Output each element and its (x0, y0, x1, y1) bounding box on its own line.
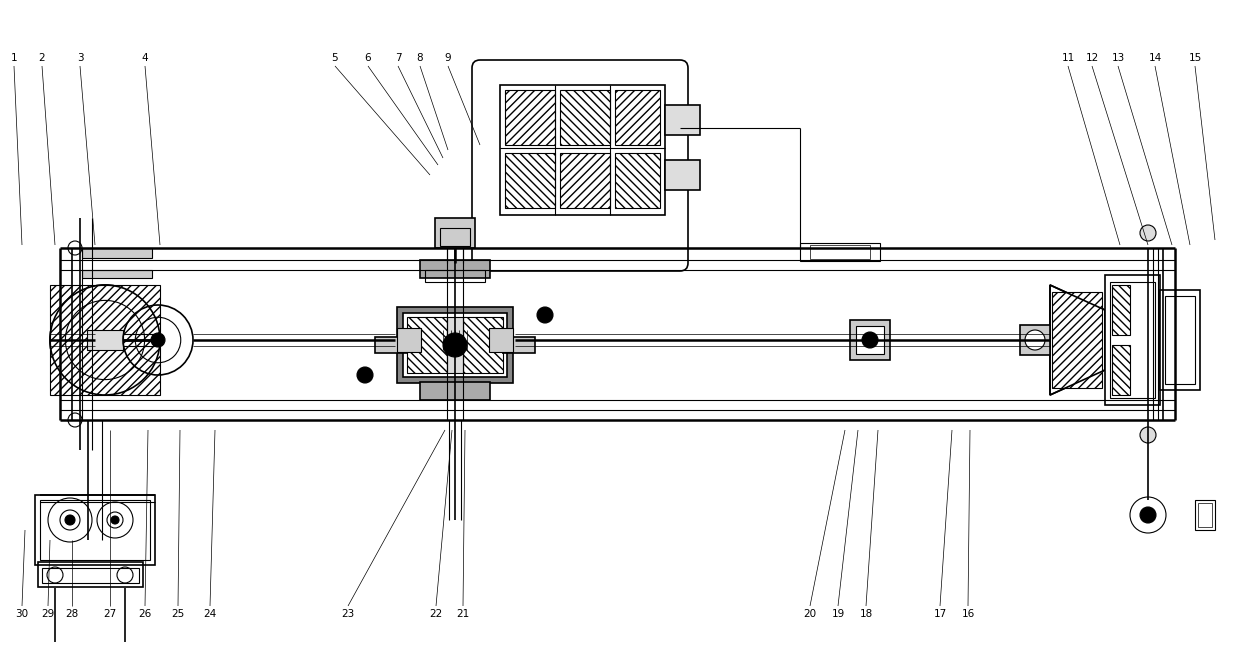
Circle shape (1140, 427, 1156, 443)
Text: 3: 3 (77, 53, 83, 63)
Bar (501, 85, 665, 215)
Bar (800, 243, 880, 261)
Text: 16: 16 (961, 609, 975, 619)
Text: 18: 18 (860, 609, 872, 619)
Circle shape (357, 367, 373, 383)
Text: 14: 14 (1149, 53, 1162, 63)
Text: 24: 24 (203, 609, 217, 619)
Text: 7: 7 (395, 53, 401, 63)
Bar (506, 90, 555, 145)
Bar (82, 248, 152, 258)
Bar (1111, 285, 1130, 335)
Text: 8: 8 (416, 53, 424, 63)
Bar (463, 317, 503, 373)
Bar (42, 568, 139, 583)
Bar (396, 328, 421, 352)
Bar (506, 153, 555, 208)
Text: 11: 11 (1062, 53, 1074, 63)
Bar (435, 218, 475, 248)
Bar (615, 90, 660, 145)
Bar (40, 500, 150, 560)
Bar (38, 562, 142, 587)
Text: 26: 26 (139, 609, 151, 619)
Text: 20: 20 (803, 609, 817, 619)
Bar (560, 90, 610, 145)
Text: 23: 23 (342, 609, 354, 619)
Text: 12: 12 (1085, 53, 1099, 63)
Text: 9: 9 (445, 53, 451, 63)
Bar (856, 326, 883, 354)
FancyBboxPatch shape (472, 60, 688, 271)
Bar (50, 285, 160, 395)
Bar (615, 153, 660, 208)
Text: 17: 17 (933, 609, 947, 619)
Circle shape (444, 333, 467, 357)
Circle shape (1140, 225, 1156, 241)
Bar (420, 260, 489, 278)
Bar (1020, 325, 1049, 355)
Text: 21: 21 (456, 609, 470, 619)
Circle shape (1025, 330, 1044, 350)
Bar (440, 228, 470, 246)
Text: 30: 30 (15, 609, 28, 619)
Bar (425, 270, 484, 282)
Circle shape (97, 332, 113, 348)
Text: 6: 6 (364, 53, 372, 63)
Bar (82, 270, 152, 278)
Circle shape (112, 516, 119, 524)
Text: 25: 25 (171, 609, 185, 619)
Text: 27: 27 (103, 609, 116, 619)
Bar (665, 105, 700, 135)
Text: 29: 29 (41, 609, 55, 619)
Bar (87, 330, 123, 350)
Text: 15: 15 (1188, 53, 1202, 63)
Bar (489, 328, 513, 352)
Text: 13: 13 (1111, 53, 1125, 63)
Text: 2: 2 (38, 53, 46, 63)
Text: 1: 1 (11, 53, 17, 63)
Text: 22: 22 (430, 609, 442, 619)
Bar (403, 313, 507, 377)
Text: 5: 5 (332, 53, 338, 63)
Bar (1052, 292, 1101, 388)
Bar (665, 160, 700, 190)
Circle shape (1140, 507, 1156, 523)
Bar (1165, 296, 1194, 384)
Bar (1160, 290, 1201, 390)
Bar (503, 337, 535, 353)
Bar (396, 307, 513, 383)
Polygon shape (1049, 285, 1105, 395)
Text: 4: 4 (141, 53, 149, 63)
Circle shape (151, 333, 165, 347)
Bar (560, 153, 610, 208)
Text: 28: 28 (66, 609, 78, 619)
Circle shape (97, 332, 113, 348)
Bar (1198, 503, 1212, 527)
Bar (375, 337, 406, 353)
Bar (1194, 500, 1215, 530)
Bar (1105, 275, 1160, 405)
Circle shape (536, 307, 553, 323)
Bar (447, 317, 463, 373)
Bar (420, 382, 489, 400)
Bar (406, 317, 447, 373)
Circle shape (64, 515, 76, 525)
Text: 19: 19 (831, 609, 845, 619)
Bar (810, 245, 870, 259)
Bar (850, 320, 890, 360)
Circle shape (862, 332, 878, 348)
Bar (1110, 282, 1155, 398)
Bar (1111, 345, 1130, 395)
Bar (35, 495, 155, 565)
